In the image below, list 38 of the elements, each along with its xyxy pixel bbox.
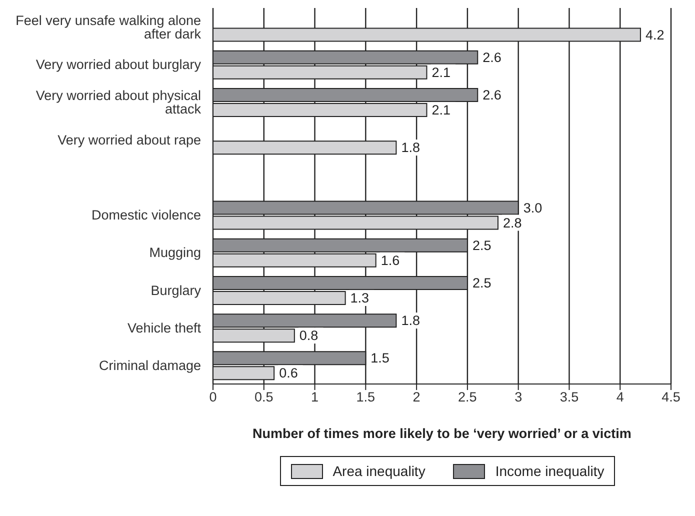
- x-tick-label: 1.5: [356, 390, 376, 405]
- legend-label: Income inequality: [494, 463, 604, 479]
- x-tick-label: 4.5: [662, 390, 680, 405]
- data-label: 0.6: [279, 366, 298, 381]
- data-label: 1.8: [401, 140, 420, 156]
- data-label: 2.5: [472, 275, 492, 290]
- y-tick-label: Very worried about burglary: [36, 57, 202, 72]
- y-tick-label: Criminal damage: [98, 358, 201, 373]
- data-label: 2.6: [482, 87, 502, 102]
- data-label: 1.3: [350, 290, 370, 306]
- y-tick-label: Domestic violence: [91, 208, 201, 223]
- x-tick-label: 0.5: [254, 390, 274, 405]
- data-label: 3.0: [523, 200, 542, 216]
- y-tick-label: Feel very unsafe walking alone after dark: [16, 12, 202, 42]
- legend-label: Area inequality: [332, 463, 426, 479]
- y-tick-label: Vehicle theft: [127, 320, 202, 336]
- data-label: 1.6: [380, 252, 400, 268]
- data-label: 1.8: [401, 313, 420, 328]
- data-label: 4.2: [645, 27, 664, 42]
- y-tick-label: Mugging: [149, 245, 201, 260]
- x-tick-label: 0: [209, 390, 217, 405]
- x-tick-label: 3: [514, 390, 522, 405]
- data-label: 2.1: [432, 64, 451, 80]
- y-tick-label: Burglary: [150, 282, 202, 298]
- y-tick-label: Very worried about physical attack: [36, 88, 202, 117]
- x-tick-label: 4: [616, 390, 624, 405]
- data-label: 0.8: [299, 328, 318, 344]
- x-tick-label: 1: [311, 390, 319, 405]
- x-tick-label: 2.5: [458, 390, 477, 405]
- data-label: 2.5: [472, 238, 492, 253]
- data-label: 2.6: [482, 50, 502, 65]
- data-label: 1.5: [370, 350, 390, 366]
- data-label: 2.8: [502, 215, 522, 230]
- data-label: 2.1: [432, 102, 451, 118]
- x-tick-label: 3.5: [560, 390, 579, 405]
- x-axis-title: Number of times more likely to be ‘very worried’ or a victim: [252, 426, 632, 441]
- x-tick-label: 2: [412, 390, 420, 405]
- y-tick-label: Very worried about rape: [58, 132, 201, 148]
